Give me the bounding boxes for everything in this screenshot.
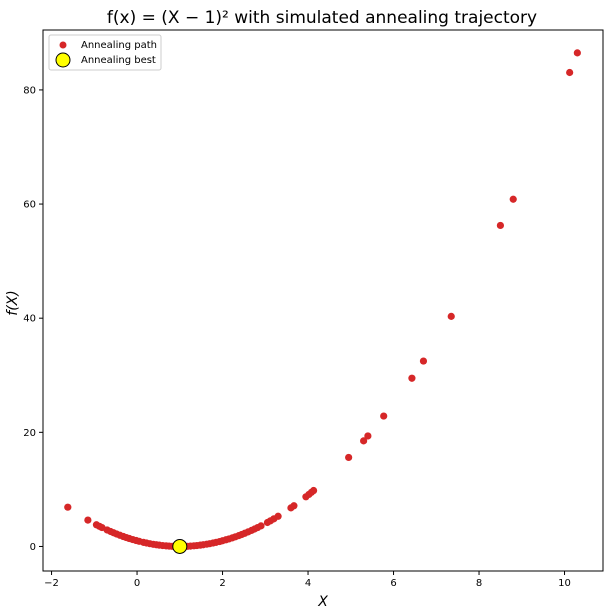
legend: Annealing path Annealing best xyxy=(48,34,162,71)
x-tick-label: 0 xyxy=(134,578,140,589)
y-tick-label: 60 xyxy=(23,200,36,211)
annealing-path-point xyxy=(309,486,318,495)
legend-marker-annealing-best xyxy=(55,52,71,68)
annealing-path-point xyxy=(380,412,388,420)
y-axis: 0 20 40 60 80 xyxy=(23,85,43,553)
x-axis-label: X xyxy=(317,594,328,610)
annealing-path-point xyxy=(509,195,517,203)
plot-frame xyxy=(42,29,604,572)
annealing-path-point xyxy=(84,516,92,524)
y-tick-label: 80 xyxy=(23,85,36,96)
y-tick-label: 20 xyxy=(23,428,36,439)
annealing-path-point xyxy=(290,502,298,510)
annealing-path-point xyxy=(496,221,505,230)
annealing-path-point xyxy=(573,49,581,57)
legend-label-annealing-path: Annealing path xyxy=(81,40,157,51)
x-tick-label: 8 xyxy=(476,578,482,589)
x-axis: −2 0 2 4 6 8 10 xyxy=(44,571,571,589)
legend-marker-annealing-path xyxy=(59,41,67,49)
y-tick-label: 0 xyxy=(30,542,36,553)
legend-box xyxy=(48,34,162,71)
annealing-path-point xyxy=(274,512,282,520)
chart-title: f(x) = (X − 1)² with simulated annealing… xyxy=(107,8,537,28)
y-tick-label: 40 xyxy=(23,314,36,325)
annealing-path-point xyxy=(364,432,372,440)
annealing-path-point xyxy=(64,503,72,511)
data-points xyxy=(64,49,581,554)
x-tick-label: 10 xyxy=(558,578,571,589)
annealing-path-point xyxy=(419,357,428,365)
plot-area: −2 0 2 4 6 8 10 0 20 40 60 80 xyxy=(23,29,604,589)
annealing-path-point xyxy=(257,522,265,530)
y-axis-label: f(X) xyxy=(5,290,21,315)
annealing-path-point xyxy=(447,312,455,320)
annealing-path-point xyxy=(408,374,416,382)
annealing-best-point xyxy=(172,538,188,554)
annealing-path-point xyxy=(566,68,574,77)
annealing-path-point xyxy=(360,437,368,445)
x-tick-label: 4 xyxy=(305,578,311,589)
x-tick-label: 2 xyxy=(219,578,225,589)
annealing-path-point xyxy=(345,453,353,462)
legend-label-annealing-best: Annealing best xyxy=(81,55,156,66)
x-tick-label: 6 xyxy=(390,578,396,589)
x-tick-label: −2 xyxy=(44,578,59,589)
